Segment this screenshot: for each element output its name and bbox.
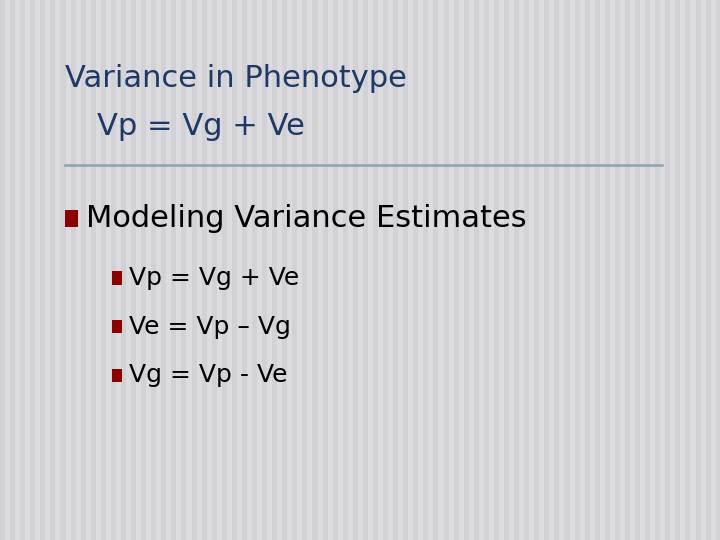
Bar bbox=[484, 0, 489, 540]
Bar bbox=[252, 0, 257, 540]
Bar bbox=[181, 0, 186, 540]
Bar bbox=[101, 0, 106, 540]
Text: Vp = Vg + Ve: Vp = Vg + Ve bbox=[129, 266, 299, 290]
Bar bbox=[232, 0, 237, 540]
Bar bbox=[292, 0, 297, 540]
Bar bbox=[282, 0, 287, 540]
Bar bbox=[474, 0, 479, 540]
Bar bbox=[393, 0, 398, 540]
Bar bbox=[464, 0, 469, 540]
Bar bbox=[141, 0, 146, 540]
Bar bbox=[433, 0, 438, 540]
Bar bbox=[151, 0, 156, 540]
Bar bbox=[65, 210, 78, 227]
Bar bbox=[60, 0, 66, 540]
Bar bbox=[222, 0, 227, 540]
Bar bbox=[40, 0, 45, 540]
Bar bbox=[333, 0, 338, 540]
Bar bbox=[696, 0, 701, 540]
Bar bbox=[112, 368, 122, 382]
Bar bbox=[171, 0, 176, 540]
Bar bbox=[554, 0, 559, 540]
Bar bbox=[675, 0, 680, 540]
Bar bbox=[131, 0, 136, 540]
Bar bbox=[383, 0, 388, 540]
Bar bbox=[161, 0, 166, 540]
Bar bbox=[665, 0, 670, 540]
Bar bbox=[645, 0, 650, 540]
Bar bbox=[312, 0, 318, 540]
Text: Modeling Variance Estimates: Modeling Variance Estimates bbox=[86, 204, 527, 233]
Bar bbox=[564, 0, 570, 540]
Bar bbox=[534, 0, 539, 540]
Bar bbox=[504, 0, 509, 540]
Bar bbox=[595, 0, 600, 540]
Bar bbox=[302, 0, 307, 540]
Bar bbox=[454, 0, 459, 540]
Bar bbox=[444, 0, 449, 540]
Bar bbox=[343, 0, 348, 540]
Bar bbox=[212, 0, 217, 540]
Bar bbox=[262, 0, 267, 540]
Bar bbox=[111, 0, 116, 540]
Bar bbox=[615, 0, 620, 540]
Bar bbox=[524, 0, 529, 540]
Bar bbox=[20, 0, 25, 540]
Bar bbox=[363, 0, 368, 540]
Text: Variance in Phenotype: Variance in Phenotype bbox=[65, 64, 407, 93]
Bar bbox=[514, 0, 519, 540]
Bar bbox=[112, 320, 122, 333]
Bar bbox=[494, 0, 499, 540]
Bar bbox=[635, 0, 640, 540]
Bar bbox=[403, 0, 408, 540]
Bar bbox=[81, 0, 86, 540]
Bar bbox=[10, 0, 15, 540]
Bar bbox=[605, 0, 610, 540]
Bar bbox=[423, 0, 428, 540]
Bar bbox=[625, 0, 630, 540]
Bar bbox=[91, 0, 96, 540]
Text: Vg = Vp - Ve: Vg = Vp - Ve bbox=[129, 363, 287, 387]
Bar bbox=[323, 0, 328, 540]
Bar bbox=[0, 0, 5, 540]
Bar bbox=[655, 0, 660, 540]
Bar bbox=[706, 0, 711, 540]
Bar bbox=[50, 0, 55, 540]
Bar bbox=[30, 0, 35, 540]
Bar bbox=[575, 0, 580, 540]
Bar bbox=[585, 0, 590, 540]
Text: Vp = Vg + Ve: Vp = Vg + Ve bbox=[97, 112, 305, 141]
Bar bbox=[544, 0, 549, 540]
Bar bbox=[373, 0, 378, 540]
Bar bbox=[272, 0, 277, 540]
Bar bbox=[112, 271, 122, 285]
Bar bbox=[413, 0, 418, 540]
Text: Ve = Vp – Vg: Ve = Vp – Vg bbox=[129, 315, 291, 339]
Bar bbox=[121, 0, 126, 540]
Bar bbox=[71, 0, 76, 540]
Bar bbox=[192, 0, 197, 540]
Bar bbox=[202, 0, 207, 540]
Bar bbox=[242, 0, 247, 540]
Bar bbox=[353, 0, 358, 540]
Bar bbox=[685, 0, 690, 540]
Bar bbox=[716, 0, 720, 540]
